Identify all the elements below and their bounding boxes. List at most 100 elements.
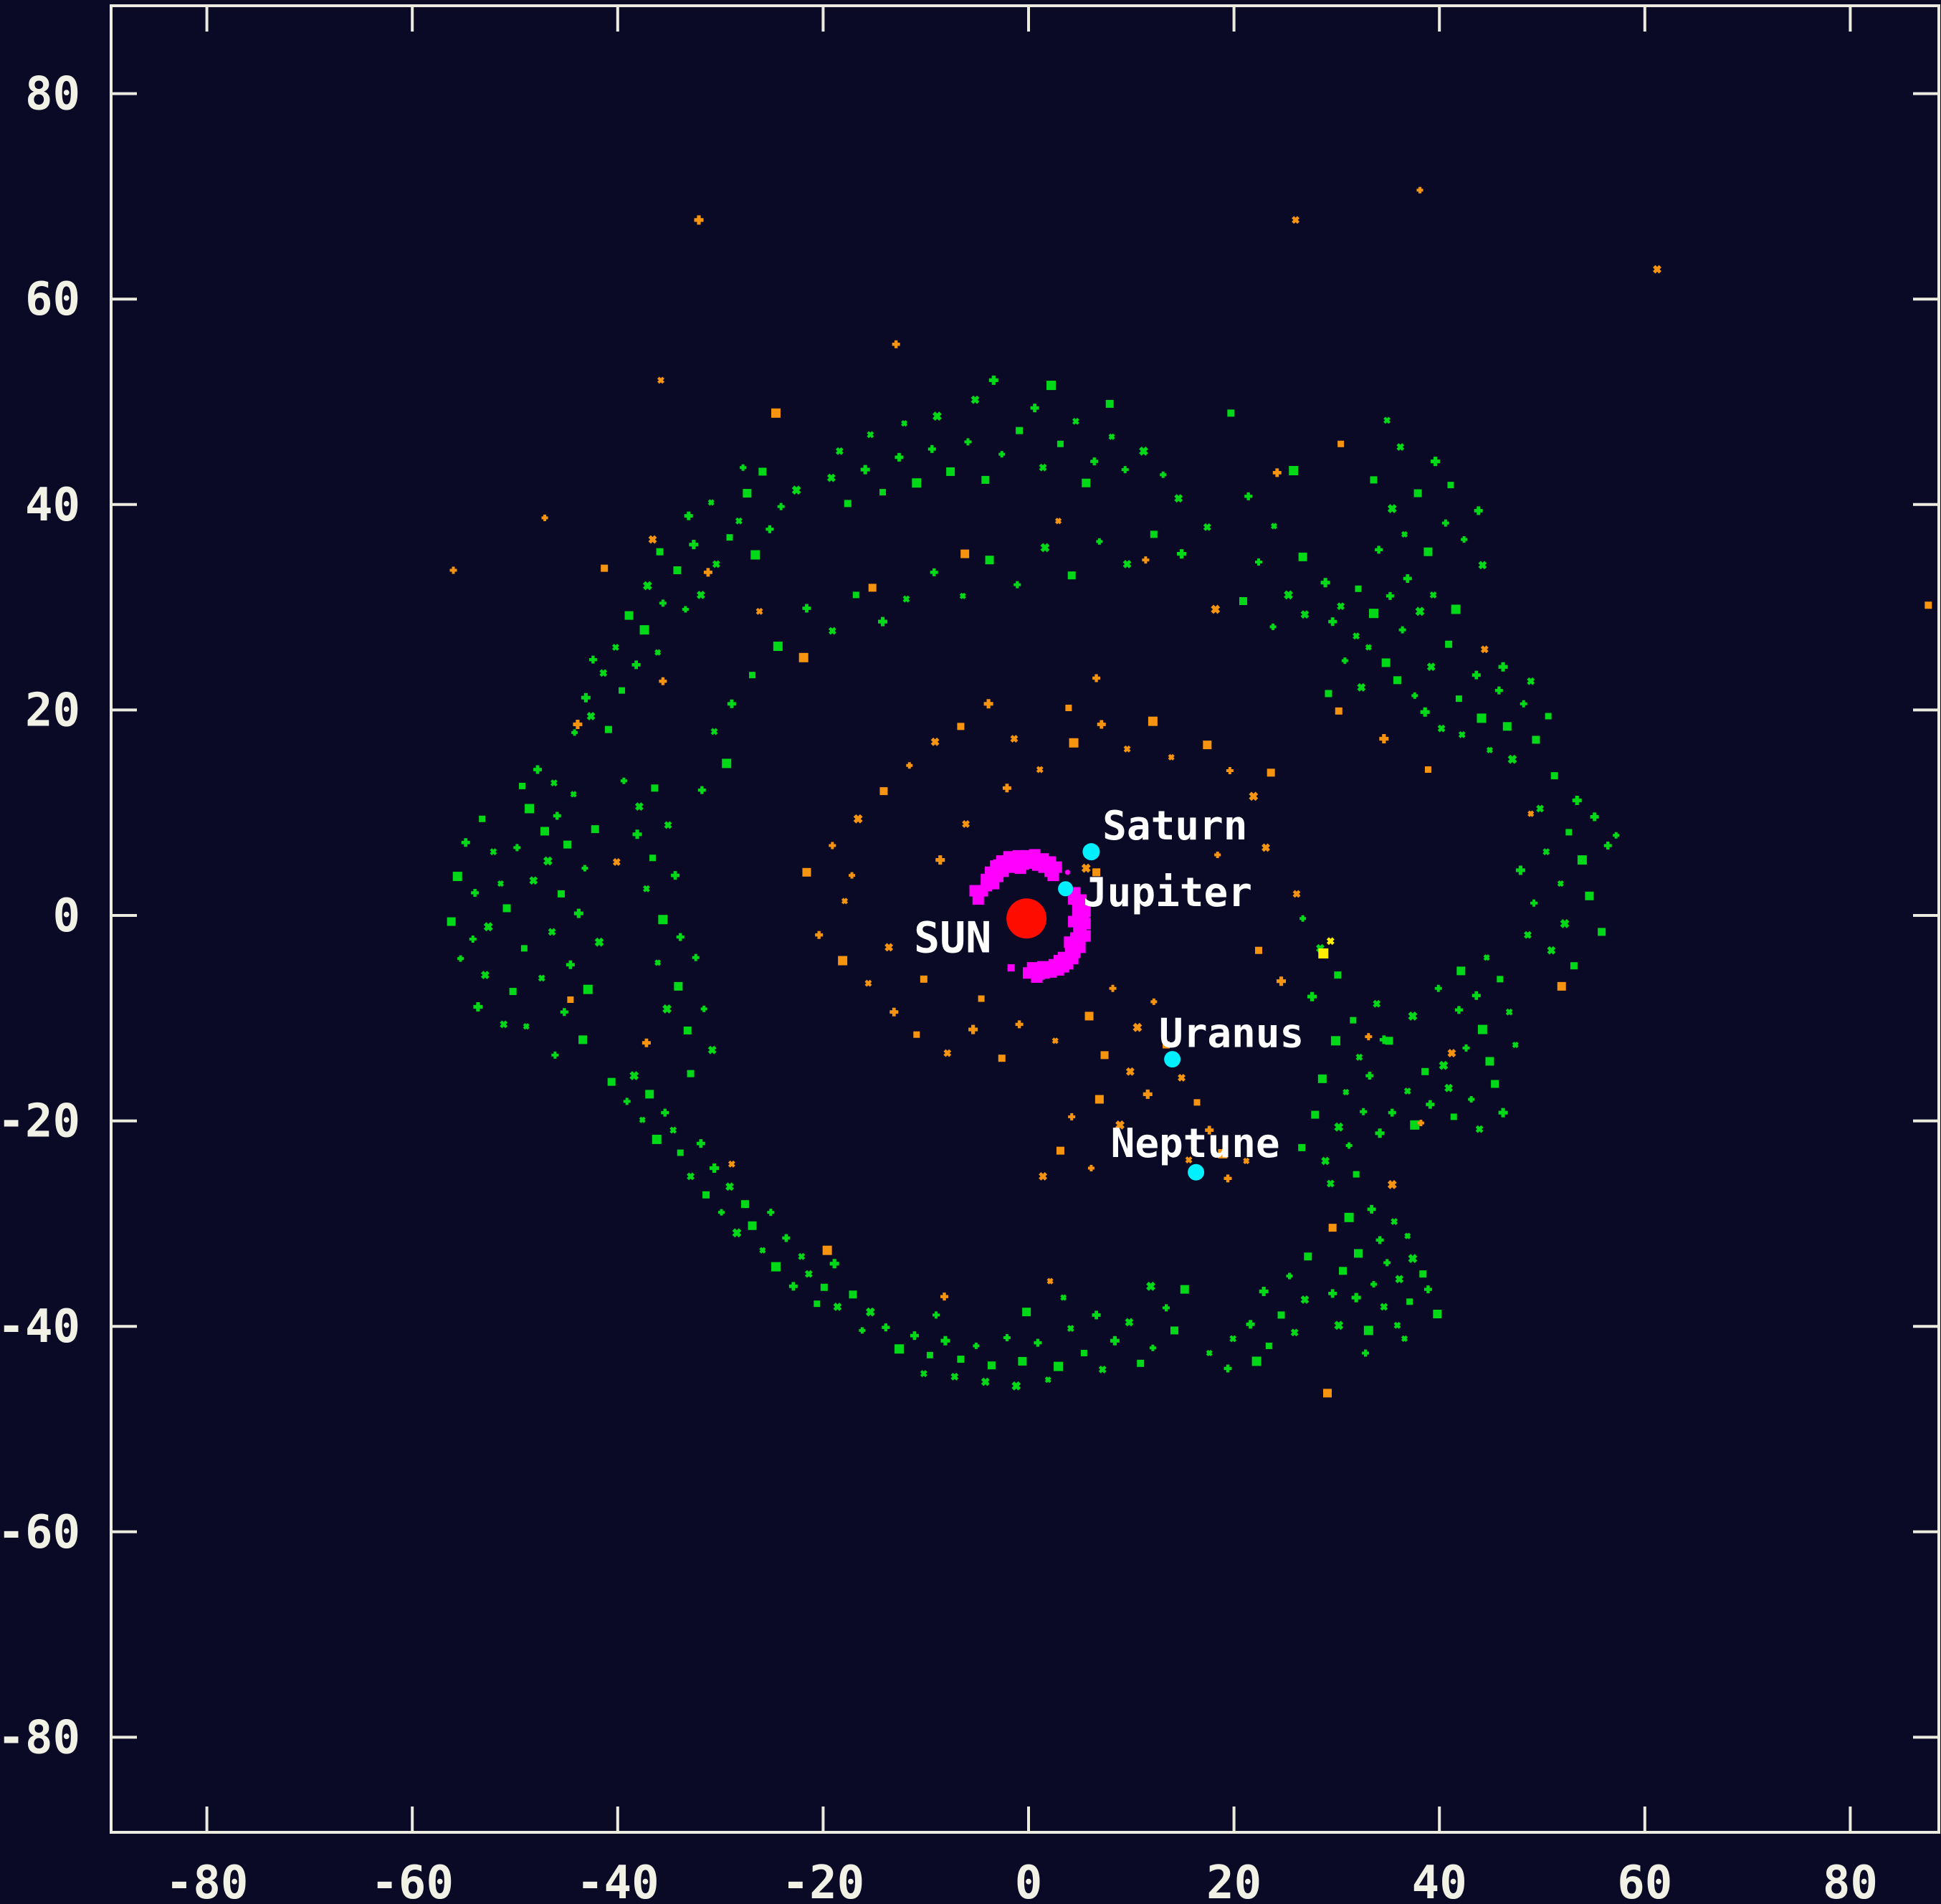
kuiper-belt-objects-point <box>718 1209 725 1216</box>
planet-label-neptune: Neptune <box>1111 1120 1280 1167</box>
centaurs-scattered-disk-point <box>1447 1049 1456 1057</box>
jupiter-trojans-point <box>1014 862 1026 875</box>
kuiper-belt-objects-point <box>1016 427 1024 434</box>
jupiter-trojans-point <box>1075 925 1087 937</box>
centaurs-scattered-disk-point <box>657 376 664 384</box>
kuiper-belt-objects-point <box>1325 690 1332 698</box>
kuiper-belt-objects-point <box>473 1002 483 1012</box>
kuiper-belt-objects-point <box>662 1004 672 1014</box>
kuiper-belt-objects-point <box>1345 1142 1353 1149</box>
kuiper-belt-objects-point <box>1451 604 1461 614</box>
kuiper-belt-objects-point <box>1149 1344 1156 1351</box>
jupiter-trojans-point <box>1047 870 1059 882</box>
kuiper-belt-objects-point <box>1415 606 1425 617</box>
kuiper-belt-objects-point <box>1105 399 1114 408</box>
kuiper-belt-objects-point <box>1227 409 1235 417</box>
kuiper-belt-objects-point <box>661 1108 669 1117</box>
kuiper-belt-objects-point <box>642 885 650 892</box>
kuiper-belt-objects-point <box>1523 930 1532 939</box>
kuiper-belt-objects-point <box>1468 1096 1475 1103</box>
kuiper-belt-objects-point <box>1265 1342 1272 1349</box>
centaurs-scattered-disk-point <box>1653 265 1661 274</box>
kuiper-belt-objects-point <box>1298 552 1307 561</box>
x-axis-tick-label: 20 <box>1206 1857 1262 1904</box>
kuiper-belt-objects-point <box>469 935 477 943</box>
planet-label-saturn: Saturn <box>1102 803 1247 849</box>
centaurs-scattered-disk-point <box>1036 766 1044 774</box>
kuiper-belt-objects-point <box>594 937 604 947</box>
centaurs-scattered-disk-point <box>838 956 848 966</box>
centaurs-scattered-disk-point <box>960 549 970 558</box>
kuiper-belt-objects-point <box>1304 1252 1312 1261</box>
centaurs-scattered-disk-point <box>978 995 985 1002</box>
x-axis-tick-label: -60 <box>371 1857 454 1904</box>
centaurs-scattered-disk-point <box>920 975 927 983</box>
x-axis-tick-label: 0 <box>1015 1857 1043 1904</box>
kuiper-belt-objects-point <box>798 1252 806 1260</box>
centaurs-scattered-disk-point <box>755 607 763 615</box>
centaurs-scattered-disk-point <box>1002 784 1011 793</box>
kuiper-belt-objects-point <box>553 811 561 820</box>
kuiper-belt-objects-point <box>490 848 497 856</box>
y-axis-tick-label: 20 <box>25 684 80 737</box>
centaurs-scattered-disk-point <box>1387 1180 1397 1189</box>
kuiper-belt-objects-point <box>1362 1349 1370 1357</box>
kuiper-belt-objects-point <box>1585 891 1594 900</box>
kuiper-belt-objects-point <box>987 1361 996 1370</box>
centaurs-scattered-disk-point <box>601 564 609 572</box>
kuiper-belt-objects-point <box>930 568 938 576</box>
kuiper-belt-objects-point <box>599 669 608 677</box>
kuiper-belt-objects-point <box>1542 848 1550 856</box>
kuiper-belt-objects-point <box>1515 865 1525 875</box>
y-axis-tick-label: -80 <box>0 1711 80 1764</box>
kuiper-belt-objects-point <box>1080 1349 1087 1356</box>
planet-label-jupiter: Jupiter <box>1083 870 1252 916</box>
kuiper-belt-objects-point <box>1334 1122 1344 1132</box>
y-axis-tick-label: -40 <box>0 1300 80 1353</box>
kuiper-belt-objects-point <box>481 971 490 980</box>
kuiper-belt-objects-point <box>673 566 682 575</box>
kuiper-belt-objects-point <box>1311 1110 1320 1119</box>
kuiper-belt-objects-point <box>1486 746 1494 753</box>
kuiper-belt-objects-point <box>645 1090 654 1099</box>
kuiper-belt-objects-point <box>988 375 998 385</box>
centaurs-scattered-disk-point <box>728 1160 735 1168</box>
kuiper-belt-objects-point <box>1403 1087 1411 1095</box>
kuiper-belt-objects-point <box>461 838 470 847</box>
kuiper-belt-objects-point <box>1557 880 1564 887</box>
kuiper-belt-objects-point <box>702 1191 710 1199</box>
kuiper-belt-objects-point <box>1477 1024 1487 1034</box>
kuiper-belt-objects-point <box>604 725 612 733</box>
centaurs-scattered-disk-point <box>962 820 970 828</box>
kuiper-belt-objects-point <box>933 411 942 421</box>
kuiper-belt-objects-point <box>901 419 908 427</box>
kuiper-belt-objects-point <box>634 802 644 811</box>
jupiter-trojans-point <box>969 885 981 897</box>
kuiper-belt-objects-point <box>677 1149 684 1156</box>
centaurs-scattered-disk-point <box>1365 1033 1373 1041</box>
kuiper-belt-objects-point <box>1437 724 1446 733</box>
kuiper-belt-objects-point <box>1365 1072 1374 1080</box>
kuiper-belt-objects-point <box>523 1023 530 1030</box>
kuiper-belt-objects-point <box>946 467 955 476</box>
centaurs-scattered-disk-point <box>1142 556 1150 564</box>
kuiper-belt-objects-point <box>674 981 683 991</box>
kuiper-belt-objects-point <box>1454 1006 1463 1014</box>
kuiper-belt-objects-point <box>1269 623 1277 630</box>
kuiper-belt-objects-point <box>981 475 990 484</box>
kuiper-belt-objects-point <box>1090 457 1099 466</box>
kuiper-belt-objects-point <box>766 525 774 533</box>
kuiper-belt-objects-point <box>611 644 619 651</box>
kuiper-belt-objects-point <box>950 1372 959 1381</box>
kuiper-belt-objects-point <box>1177 549 1187 559</box>
kuiper-belt-objects-point <box>1456 966 1466 976</box>
kuiper-belt-objects-point <box>879 489 887 496</box>
plot-frame <box>110 4 1940 1834</box>
kuiper-belt-objects-point <box>1403 573 1412 583</box>
kuiper-belt-objects-point <box>1163 1304 1170 1312</box>
centaurs-scattered-disk-point <box>1557 981 1566 991</box>
centaurs-scattered-disk-point <box>1015 1020 1024 1029</box>
centaurs-scattered-disk-point <box>1379 734 1389 744</box>
kuiper-belt-objects-point <box>804 1270 813 1278</box>
